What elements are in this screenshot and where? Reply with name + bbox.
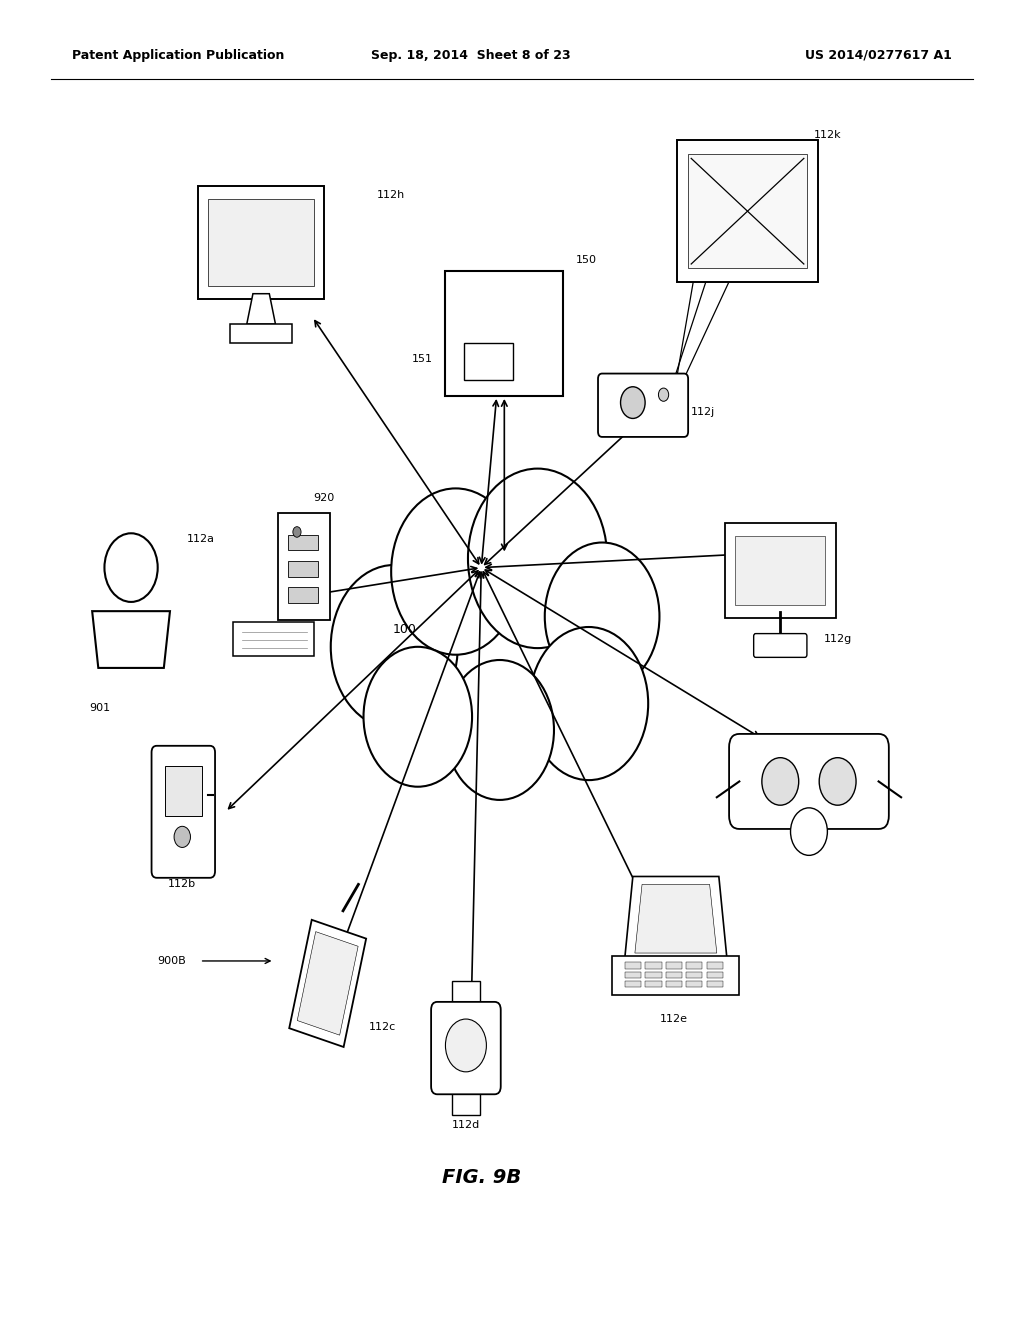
Text: Patent Application Publication: Patent Application Publication [72, 49, 284, 62]
Text: FIG. 9B: FIG. 9B [441, 1168, 521, 1187]
Circle shape [445, 1019, 486, 1072]
Circle shape [174, 826, 190, 847]
FancyBboxPatch shape [612, 956, 739, 995]
FancyBboxPatch shape [645, 981, 662, 987]
FancyBboxPatch shape [707, 962, 723, 969]
FancyBboxPatch shape [278, 513, 330, 620]
FancyBboxPatch shape [707, 981, 723, 987]
FancyBboxPatch shape [725, 523, 836, 618]
Text: 901: 901 [89, 702, 111, 713]
Text: US 2014/0277617 A1: US 2014/0277617 A1 [806, 49, 952, 62]
Text: 112d: 112d [452, 1119, 480, 1130]
FancyBboxPatch shape [230, 323, 292, 342]
Polygon shape [247, 293, 275, 323]
Text: 112a: 112a [187, 533, 215, 544]
Polygon shape [297, 932, 358, 1035]
Text: 112c: 112c [369, 1022, 396, 1032]
Text: 112e: 112e [659, 1014, 688, 1024]
Text: 920: 920 [313, 492, 334, 503]
FancyBboxPatch shape [209, 199, 313, 286]
Text: 930: 930 [251, 639, 271, 649]
FancyBboxPatch shape [754, 634, 807, 657]
FancyBboxPatch shape [707, 972, 723, 978]
FancyBboxPatch shape [598, 374, 688, 437]
FancyBboxPatch shape [666, 981, 682, 987]
Circle shape [819, 758, 856, 805]
Text: 112h: 112h [377, 190, 406, 201]
Polygon shape [635, 884, 717, 953]
FancyBboxPatch shape [735, 536, 825, 605]
FancyBboxPatch shape [686, 981, 702, 987]
FancyBboxPatch shape [452, 1086, 480, 1115]
FancyBboxPatch shape [288, 535, 318, 550]
FancyBboxPatch shape [666, 972, 682, 978]
Circle shape [293, 527, 301, 537]
Circle shape [104, 533, 158, 602]
Circle shape [331, 565, 458, 729]
FancyBboxPatch shape [199, 186, 324, 298]
Text: 112f: 112f [860, 818, 886, 829]
Circle shape [621, 387, 645, 418]
Circle shape [762, 758, 799, 805]
FancyBboxPatch shape [625, 962, 641, 969]
FancyBboxPatch shape [288, 587, 318, 603]
FancyBboxPatch shape [625, 972, 641, 978]
Circle shape [364, 647, 472, 787]
Text: 112j: 112j [691, 407, 716, 417]
Polygon shape [625, 876, 727, 960]
FancyBboxPatch shape [666, 962, 682, 969]
Polygon shape [92, 611, 170, 668]
FancyBboxPatch shape [445, 271, 563, 396]
FancyBboxPatch shape [729, 734, 889, 829]
Text: 112k: 112k [814, 129, 842, 140]
FancyBboxPatch shape [688, 154, 807, 268]
Circle shape [468, 469, 607, 648]
Text: 112g: 112g [824, 634, 853, 644]
FancyBboxPatch shape [645, 972, 662, 978]
FancyBboxPatch shape [288, 561, 318, 577]
Circle shape [445, 660, 554, 800]
Text: Sep. 18, 2014  Sheet 8 of 23: Sep. 18, 2014 Sheet 8 of 23 [372, 49, 570, 62]
FancyBboxPatch shape [152, 746, 215, 878]
FancyBboxPatch shape [686, 972, 702, 978]
Text: Server: Server [481, 304, 527, 317]
Circle shape [391, 488, 520, 655]
FancyBboxPatch shape [165, 766, 202, 816]
FancyBboxPatch shape [686, 962, 702, 969]
Text: 112b: 112b [168, 879, 197, 890]
FancyBboxPatch shape [431, 1002, 501, 1094]
Circle shape [658, 388, 669, 401]
Circle shape [529, 627, 648, 780]
FancyBboxPatch shape [645, 962, 662, 969]
FancyBboxPatch shape [677, 140, 818, 282]
Text: 100: 100 [392, 623, 417, 636]
Polygon shape [289, 920, 367, 1047]
FancyBboxPatch shape [233, 622, 314, 656]
Text: 900B: 900B [158, 956, 186, 966]
FancyBboxPatch shape [625, 981, 641, 987]
FancyBboxPatch shape [464, 343, 513, 380]
Text: 150: 150 [575, 255, 597, 265]
Circle shape [791, 808, 827, 855]
Text: 151: 151 [412, 354, 433, 364]
FancyBboxPatch shape [452, 981, 480, 1010]
Circle shape [545, 543, 659, 690]
